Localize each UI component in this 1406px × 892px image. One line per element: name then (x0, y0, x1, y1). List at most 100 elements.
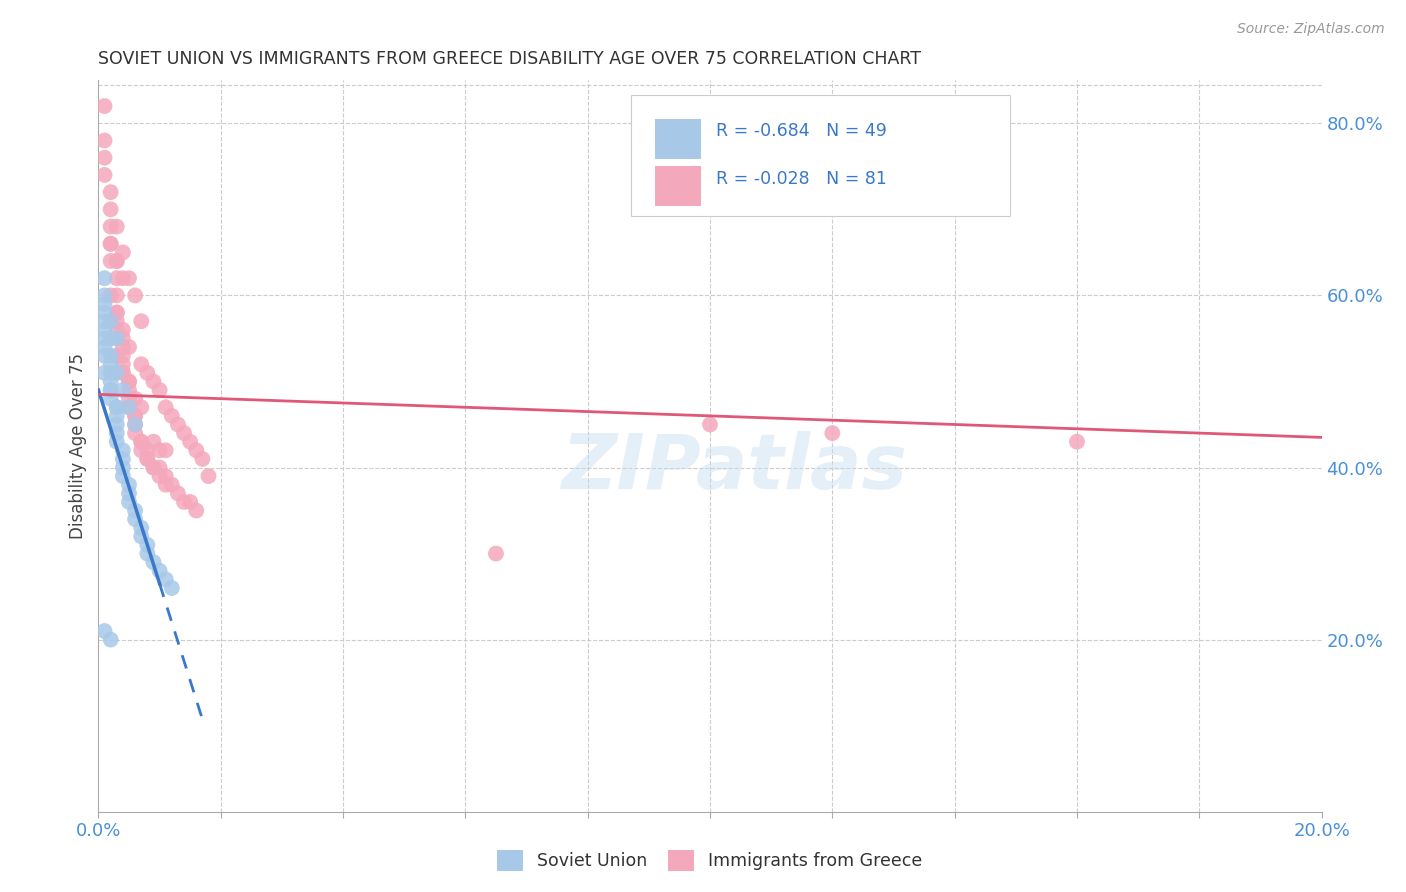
Point (136, 366, 159, 380)
Point (111, 340, 134, 354)
Point (186, 503, 208, 517)
Point (93, 168, 115, 182)
Point (111, 366, 134, 380)
Legend: Soviet Union, Immigrants from Greece: Soviet Union, Immigrants from Greece (489, 841, 931, 880)
Point (100, 236, 122, 251)
Point (100, 349, 122, 363)
Point (129, 443, 152, 458)
FancyBboxPatch shape (630, 95, 1010, 216)
Point (129, 434, 152, 449)
Point (93, 314, 115, 328)
Point (105, 426, 128, 441)
Point (100, 185, 122, 199)
Point (93, 151, 115, 165)
Point (105, 401, 128, 415)
Point (155, 573, 177, 587)
Text: R = -0.684   N = 49: R = -0.684 N = 49 (716, 122, 887, 140)
Point (93, 331, 115, 345)
Point (111, 366, 134, 380)
Point (124, 409, 146, 423)
Point (136, 451, 159, 466)
Point (142, 555, 165, 569)
Point (111, 443, 134, 458)
Point (105, 305, 128, 319)
Point (129, 434, 152, 449)
Point (142, 460, 165, 475)
Point (118, 375, 141, 389)
Point (93, 271, 115, 285)
Point (105, 434, 128, 449)
Point (105, 288, 128, 302)
Point (111, 349, 134, 363)
Point (155, 469, 177, 483)
Text: R = -0.028   N = 81: R = -0.028 N = 81 (716, 170, 887, 188)
Point (124, 417, 146, 432)
Point (111, 331, 134, 345)
Point (118, 477, 141, 491)
Text: Source: ZipAtlas.com: Source: ZipAtlas.com (1237, 22, 1385, 37)
Point (93, 349, 115, 363)
Point (160, 581, 183, 595)
Point (197, 469, 219, 483)
Point (105, 314, 128, 328)
Point (111, 451, 134, 466)
Point (100, 236, 122, 251)
Point (100, 357, 122, 371)
Point (167, 486, 190, 500)
Point (100, 392, 122, 406)
Text: ZIPatlas: ZIPatlas (561, 431, 907, 505)
Point (149, 469, 172, 483)
Point (105, 401, 128, 415)
Point (100, 288, 122, 302)
Point (149, 460, 172, 475)
Point (118, 375, 141, 389)
Point (118, 486, 141, 500)
Point (124, 512, 146, 526)
Point (129, 401, 152, 415)
Point (136, 547, 159, 561)
Point (129, 314, 152, 328)
Point (124, 503, 146, 517)
Text: SOVIET UNION VS IMMIGRANTS FROM GREECE DISABILITY AGE OVER 75 CORRELATION CHART: SOVIET UNION VS IMMIGRANTS FROM GREECE D… (98, 50, 921, 68)
Point (105, 417, 128, 432)
Point (111, 460, 134, 475)
Point (105, 254, 128, 268)
Point (118, 392, 141, 406)
Point (118, 401, 141, 415)
Point (118, 401, 141, 415)
Point (124, 288, 146, 302)
Point (142, 460, 165, 475)
Point (142, 375, 165, 389)
Point (100, 314, 122, 328)
Point (118, 383, 141, 397)
Point (1066, 434, 1088, 449)
Point (93, 305, 115, 319)
Point (100, 219, 122, 234)
Point (105, 271, 128, 285)
Point (155, 443, 177, 458)
Point (124, 426, 146, 441)
Point (191, 451, 214, 466)
Point (93, 323, 115, 337)
Point (100, 383, 122, 397)
Point (93, 288, 115, 302)
Point (105, 331, 128, 345)
Point (155, 477, 177, 491)
Point (111, 357, 134, 371)
Point (100, 202, 122, 217)
Point (129, 529, 152, 543)
Point (136, 451, 159, 466)
Point (105, 409, 128, 423)
Point (129, 357, 152, 371)
Point (136, 538, 159, 552)
Bar (655, 119, 702, 159)
Point (160, 477, 183, 491)
Point (149, 443, 172, 458)
Point (105, 305, 128, 319)
Point (100, 254, 122, 268)
Point (179, 434, 201, 449)
Point (142, 434, 165, 449)
Point (149, 564, 172, 578)
Point (118, 495, 141, 509)
Point (105, 366, 128, 380)
